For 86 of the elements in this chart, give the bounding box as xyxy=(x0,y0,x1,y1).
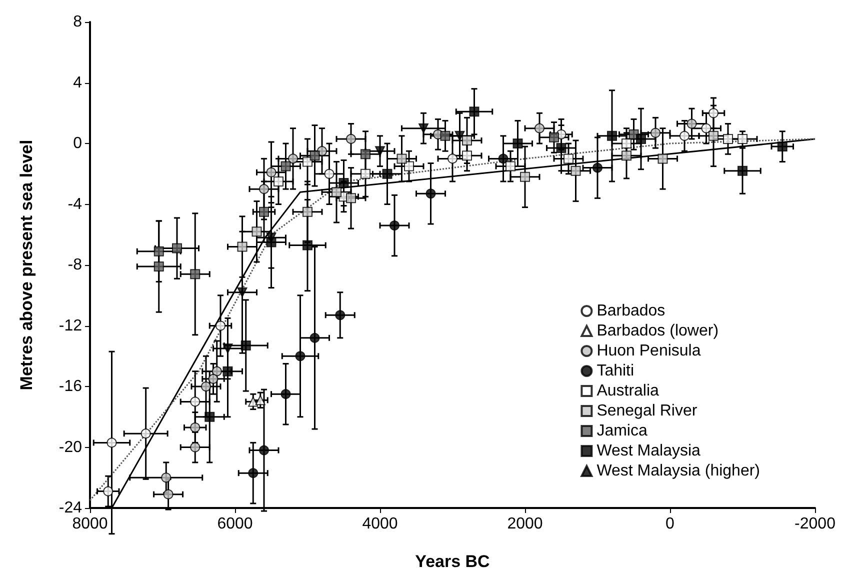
point xyxy=(418,123,428,134)
legend-label: West Malaysia (higher) xyxy=(596,462,760,480)
y-tick-label: -16 xyxy=(58,378,82,395)
x-tick-label: 4000 xyxy=(362,516,398,532)
legend-label: West Malaysia xyxy=(596,442,701,460)
point xyxy=(140,428,151,439)
point xyxy=(302,206,312,217)
point xyxy=(237,287,248,298)
legend-label: Senegal River xyxy=(596,402,698,420)
point xyxy=(686,118,697,129)
point xyxy=(506,161,516,172)
point xyxy=(335,310,346,320)
point xyxy=(346,134,356,144)
point xyxy=(248,468,258,478)
point xyxy=(154,262,164,272)
point xyxy=(324,168,334,179)
point xyxy=(396,154,407,164)
point xyxy=(426,188,436,199)
point xyxy=(390,220,400,231)
point xyxy=(252,226,262,237)
point xyxy=(650,128,660,138)
point xyxy=(607,130,617,141)
point xyxy=(280,389,291,400)
point xyxy=(310,332,320,343)
y-tick-label: -20 xyxy=(58,438,82,456)
point xyxy=(274,176,284,186)
point xyxy=(592,162,602,173)
point xyxy=(259,445,269,456)
point xyxy=(266,167,276,178)
point xyxy=(564,154,574,164)
point xyxy=(440,130,450,141)
y-tick-label: -8 xyxy=(68,256,82,274)
point xyxy=(708,108,718,118)
point xyxy=(106,438,117,448)
y-tick-label: -12 xyxy=(58,317,82,334)
point xyxy=(190,396,200,407)
point xyxy=(382,168,392,179)
y-axis-title: Metres above present sea level xyxy=(17,140,36,390)
point xyxy=(237,242,248,252)
y-tick-label: 0 xyxy=(73,135,82,152)
point xyxy=(216,320,226,331)
x-tick-label: 6000 xyxy=(217,516,253,532)
point xyxy=(259,206,269,217)
point xyxy=(280,161,291,172)
x-tick-label: -2000 xyxy=(794,516,836,532)
legend-label: Australia xyxy=(596,382,660,400)
legend-label: Tahiti xyxy=(596,362,634,380)
point xyxy=(636,134,646,144)
point xyxy=(332,187,342,198)
point xyxy=(622,138,632,148)
point xyxy=(310,150,320,161)
point xyxy=(777,142,788,152)
legend-label: Barbados xyxy=(596,302,666,320)
point xyxy=(201,382,211,392)
x-tick-label: 0 xyxy=(666,516,675,532)
point xyxy=(454,130,465,141)
y-tick-label: -4 xyxy=(68,196,82,213)
y-tick-label: -24 xyxy=(58,500,82,516)
y-tick-label: 8 xyxy=(73,14,82,30)
point xyxy=(469,106,480,117)
point xyxy=(190,269,200,280)
legend-label: Barbados (lower) xyxy=(596,322,719,340)
point xyxy=(701,123,712,134)
point xyxy=(534,123,544,134)
point xyxy=(266,232,276,243)
legend-label: Huon Penisula xyxy=(596,342,701,360)
point xyxy=(404,161,414,172)
point xyxy=(658,154,668,164)
point xyxy=(738,166,748,176)
y-tick-label: 4 xyxy=(73,74,82,92)
point xyxy=(259,184,269,194)
point xyxy=(295,351,306,362)
point xyxy=(240,340,251,350)
point xyxy=(680,130,690,141)
point xyxy=(570,166,581,176)
point xyxy=(520,172,530,182)
point xyxy=(103,486,114,496)
x-tick-label: 2000 xyxy=(507,516,543,532)
point xyxy=(212,366,222,376)
point xyxy=(498,154,508,164)
point xyxy=(208,374,218,384)
point xyxy=(512,138,523,148)
legend-label: Jamica xyxy=(596,422,648,440)
x-tick-label: 8000 xyxy=(72,516,108,532)
x-axis-title: Years BC xyxy=(415,552,490,571)
point xyxy=(346,193,356,204)
